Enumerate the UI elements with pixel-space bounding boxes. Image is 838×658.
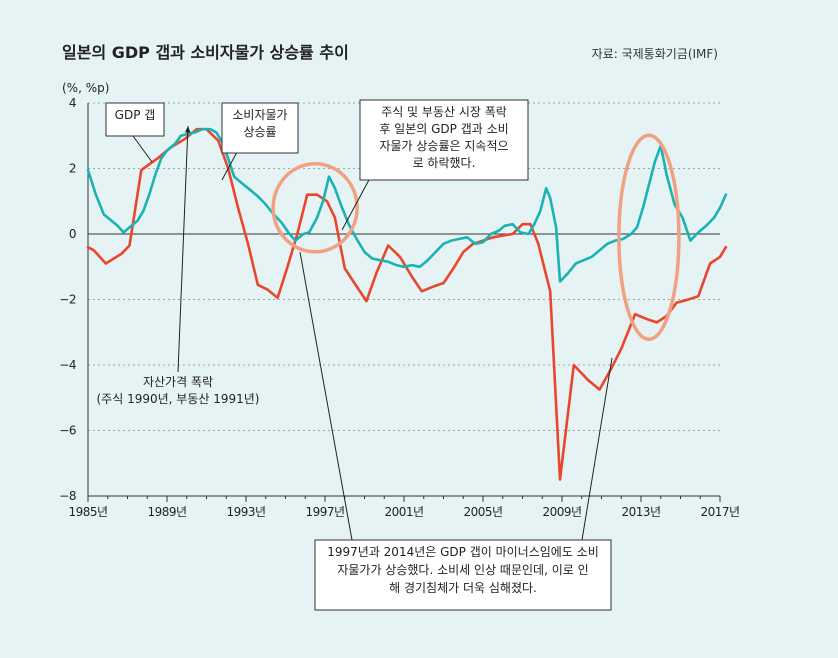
x-tick-label: 2001년 (384, 505, 423, 519)
tax-note-box (314, 539, 612, 611)
y-tick-labels: 4 2 0 −2 −4 −6 −8 (59, 96, 76, 503)
post-crash-leader (341, 177, 371, 231)
x-tick-label: 2017년 (700, 505, 739, 519)
y-tick-label: −6 (59, 424, 76, 438)
gdp-label-line: GDP 갭 (115, 108, 156, 122)
series-line (86, 127, 728, 283)
y-axis-unit: (%, %p) (62, 81, 109, 95)
x-tick-label: 2013년 (621, 505, 660, 519)
x-tick-label: 2009년 (542, 505, 581, 519)
series-lines (86, 127, 728, 481)
tax-note-line: 해 경기침체가 더욱 심해졌다. (389, 581, 537, 595)
x-tick-label: 1997년 (305, 505, 344, 519)
tax-note-leader-2014 (581, 357, 613, 541)
post-crash-note-line: 로 하락했다. (413, 156, 476, 170)
x-tick-labels: 1985년 1989년 1993년 1997년 2001년 2005년 2009년 2013년… (68, 505, 740, 519)
y-tick-label: 2 (69, 162, 76, 176)
leader-lines (132, 125, 613, 541)
cpi-label-line: 소비자물가 (232, 108, 287, 122)
tax-note-line: 1997년과 2014년은 GDP 갭이 마이너스임에도 소비 (327, 545, 599, 559)
asset-crash-label: 자산가격 폭락 (주식 1990년, 부동산 1991년) (97, 375, 260, 406)
x-tick-label: 1985년 (68, 505, 107, 519)
y-tick-label: 4 (69, 96, 76, 110)
asset-crash-label-line: (주식 1990년, 부동산 1991년) (97, 392, 260, 406)
chart-source: 자료: 국제통화기금(IMF) (592, 47, 718, 61)
series-line (86, 127, 728, 481)
y-tick-label: −2 (59, 293, 76, 307)
cpi-label-box (221, 102, 299, 154)
chart-title: 일본의 GDP 갭과 소비자물가 상승률 추이 (62, 43, 349, 62)
post-crash-note-line: 후 일본의 GDP 갭과 소비 (379, 122, 508, 136)
x-tick-label: 2005년 (463, 505, 502, 519)
gdp-label-leader (132, 135, 153, 163)
post-crash-note-line: 주식 및 부동산 시장 폭락 (381, 105, 507, 119)
highlight-circle-1997 (271, 162, 359, 254)
x-tick-label: 1989년 (147, 505, 186, 519)
highlight-circle-2014 (617, 133, 681, 342)
post-crash-note-box (359, 99, 529, 181)
tax-note-leader-1997 (299, 251, 353, 541)
x-tick-label: 1993년 (226, 505, 265, 519)
axes (87, 103, 721, 502)
y-tick-label: −8 (59, 489, 76, 503)
asset-crash-arrow (177, 125, 189, 373)
gdp-label: GDP 갭 (105, 102, 165, 137)
cpi-label-line: 상승률 (243, 125, 276, 139)
post-crash-note-line: 자물가 상승률은 지속적으 (379, 139, 508, 153)
cpi-label-leader (221, 151, 238, 181)
asset-crash-arrow-head (185, 126, 191, 133)
grid (88, 102, 720, 431)
tax-note-line: 자물가가 상승했다. 소비세 인상 때문인데, 이로 인 (337, 563, 588, 577)
asset-crash-label-line: 자산가격 폭락 (143, 375, 213, 389)
gdp-label-box (105, 102, 165, 137)
y-tick-label: −4 (59, 358, 76, 372)
highlight-circles (271, 133, 681, 342)
post-crash-note: 주식 및 부동산 시장 폭락후 일본의 GDP 갭과 소비자물가 상승률은 지속… (359, 99, 529, 181)
y-tick-label: 0 (69, 227, 76, 241)
